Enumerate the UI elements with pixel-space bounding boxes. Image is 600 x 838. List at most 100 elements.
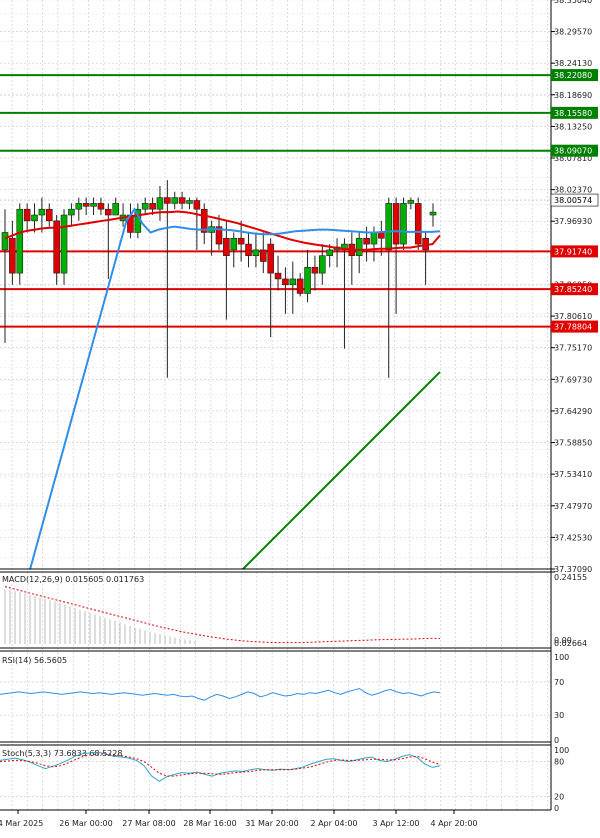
candle xyxy=(274,255,282,291)
candle-body xyxy=(252,249,260,257)
macd-histogram xyxy=(4,589,196,644)
price-tick-label: 38.07810 xyxy=(554,154,592,163)
candle-body xyxy=(267,243,274,274)
candle-body xyxy=(341,243,348,251)
price-tick-label: 37.69730 xyxy=(554,375,592,384)
candle xyxy=(392,197,400,314)
moving-average-red xyxy=(4,210,441,251)
candle xyxy=(319,244,326,285)
stoch-tick-label: 100 xyxy=(554,746,569,755)
rsi-label: RSI(14) 56.5605 xyxy=(2,656,67,665)
candle xyxy=(112,197,119,216)
level-label: 37.78804 xyxy=(554,323,592,332)
candle xyxy=(9,220,16,285)
level-label: 37.91740 xyxy=(554,247,592,256)
current-price-box xyxy=(550,193,599,207)
stoch-tick-label: 80 xyxy=(554,758,564,767)
candle xyxy=(400,197,407,250)
candle-body xyxy=(178,197,186,204)
stoch-tick-label: 20 xyxy=(554,792,564,801)
candle xyxy=(82,197,90,216)
candle-body xyxy=(68,208,75,216)
candle xyxy=(311,255,319,291)
candle-body xyxy=(82,203,90,207)
time-axis-label: 24 Mar 2025 xyxy=(0,819,43,828)
candle-body xyxy=(200,208,208,233)
candle-body xyxy=(326,249,333,257)
candle-body xyxy=(90,203,97,207)
level-label: 38.15580 xyxy=(554,109,592,118)
rsi-line xyxy=(0,687,441,701)
candle xyxy=(230,232,238,268)
candle-body xyxy=(296,278,304,294)
candle-body xyxy=(23,208,31,222)
candle-body xyxy=(289,278,297,286)
level-label: 37.85240 xyxy=(554,285,592,294)
candle-body xyxy=(311,267,319,274)
candle-body xyxy=(378,232,385,239)
candle xyxy=(97,197,105,216)
level-label-box xyxy=(551,283,598,296)
candle xyxy=(105,203,112,279)
price-tick-label: 38.02370 xyxy=(554,186,592,195)
candle-body xyxy=(282,278,289,286)
price-tick-label: 38.35040 xyxy=(554,0,592,5)
candle-body xyxy=(355,237,363,257)
macd-label: MACD(12,26,9) 0.015605 0.011763 xyxy=(2,575,144,584)
candle xyxy=(282,267,289,314)
candle-body xyxy=(193,200,201,210)
candle xyxy=(215,215,223,250)
stoch-label: Stoch(5,3,3) 73.6833 68.5228 xyxy=(2,749,122,758)
candle-body xyxy=(319,255,326,274)
macd-signal-line xyxy=(4,586,441,644)
candle xyxy=(193,197,201,250)
candle xyxy=(223,220,230,320)
stoch-d-line xyxy=(0,753,441,777)
level-label: 38.22080 xyxy=(554,71,592,80)
candle-body xyxy=(171,197,179,204)
level-label-box xyxy=(551,245,598,258)
price-tick-label: 37.75170 xyxy=(554,344,592,353)
candle xyxy=(31,203,38,233)
price-tick-label: 38.13250 xyxy=(554,122,592,131)
candle xyxy=(200,203,208,245)
trend-line xyxy=(242,371,441,570)
candle-body xyxy=(274,272,282,280)
time-axis-label: 3 Apr 12:00 xyxy=(372,819,419,828)
time-axis-label: 28 Mar 16:00 xyxy=(183,819,236,828)
candle-body xyxy=(223,237,230,257)
price-tick-label: 38.18690 xyxy=(554,91,592,100)
candle-body xyxy=(400,203,407,245)
candle xyxy=(178,191,186,210)
candle-body xyxy=(97,203,105,210)
price-tick-label: 37.42530 xyxy=(554,533,592,542)
candle xyxy=(75,197,83,221)
candle-body xyxy=(105,208,112,216)
candle-body xyxy=(414,203,422,245)
level-label-box xyxy=(551,144,598,157)
candle-body xyxy=(45,208,53,222)
candle xyxy=(141,197,149,216)
candle-body xyxy=(9,237,16,274)
candle xyxy=(38,197,46,233)
time-axis-label: 4 Apr 20:00 xyxy=(430,819,477,828)
rsi-tick-label: 100 xyxy=(554,653,569,662)
candle-body xyxy=(75,203,83,210)
rsi-tick-label: 70 xyxy=(554,678,564,687)
candle-body xyxy=(363,237,370,245)
price-tick-label: 37.58850 xyxy=(554,439,592,448)
price-tick-label: 38.29570 xyxy=(554,28,592,37)
candle-body xyxy=(164,197,171,204)
candle xyxy=(385,197,393,378)
price-tick-label: 38.24130 xyxy=(554,59,592,68)
candle xyxy=(23,203,31,233)
candle xyxy=(355,232,363,274)
candle xyxy=(304,249,311,303)
candle-body xyxy=(31,214,38,222)
candle xyxy=(341,238,348,349)
macd-tick-label: 0.24155 xyxy=(554,573,587,582)
candle xyxy=(289,261,297,314)
price-tick-label: 37.37090 xyxy=(554,565,592,574)
